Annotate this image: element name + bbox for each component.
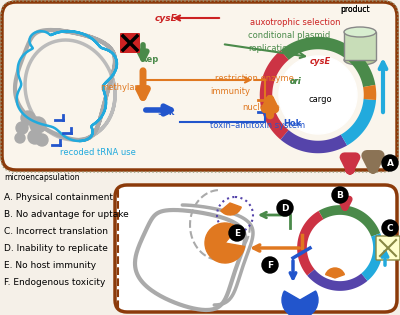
Circle shape (16, 122, 28, 134)
Text: ori: ori (290, 77, 302, 87)
Circle shape (30, 117, 46, 133)
Text: auxotrophic selection: auxotrophic selection (250, 18, 340, 27)
Text: product: product (340, 5, 370, 14)
Circle shape (15, 133, 25, 143)
Circle shape (36, 134, 48, 146)
Circle shape (262, 257, 278, 273)
Text: cysE: cysE (155, 14, 178, 23)
Circle shape (313, 221, 367, 275)
Text: ori: ori (290, 77, 302, 87)
Text: D. Inability to replicate: D. Inability to replicate (4, 244, 108, 253)
Circle shape (382, 155, 398, 171)
Circle shape (21, 111, 35, 125)
Wedge shape (205, 223, 245, 263)
Circle shape (332, 187, 348, 203)
Text: methylase: methylase (100, 83, 144, 92)
Text: recoded tRNA use: recoded tRNA use (60, 148, 136, 157)
Text: Hok: Hok (283, 119, 301, 128)
Text: Rep: Rep (140, 55, 158, 64)
Text: restriction enzyme: restriction enzyme (215, 74, 294, 83)
Text: cysE: cysE (310, 57, 331, 66)
Ellipse shape (344, 55, 376, 65)
Text: D: D (281, 204, 289, 213)
Text: cargo: cargo (308, 95, 332, 105)
Circle shape (382, 220, 398, 236)
Wedge shape (221, 203, 241, 215)
Text: B. No advantage for uptake: B. No advantage for uptake (4, 210, 129, 219)
Circle shape (279, 56, 357, 134)
FancyBboxPatch shape (376, 236, 400, 260)
Text: F: F (267, 261, 273, 270)
Text: product: product (340, 5, 370, 14)
Text: nuclease: nuclease (242, 103, 280, 112)
FancyBboxPatch shape (120, 33, 140, 53)
Wedge shape (282, 291, 318, 315)
FancyBboxPatch shape (2, 2, 397, 170)
Text: toxin–antitoxin system: toxin–antitoxin system (210, 121, 305, 130)
Bar (344, 32, 376, 60)
Text: C: C (387, 224, 393, 233)
Text: E. No host immunity: E. No host immunity (4, 261, 96, 270)
Text: A. Physical containment: A. Physical containment (4, 193, 113, 202)
Text: microencapsulation: microencapsulation (4, 173, 80, 182)
Circle shape (229, 225, 245, 241)
Text: B: B (336, 191, 344, 200)
Circle shape (277, 200, 293, 216)
Circle shape (28, 130, 42, 144)
Text: A: A (386, 159, 394, 168)
FancyBboxPatch shape (115, 185, 397, 312)
Text: Sok: Sok (157, 108, 174, 117)
Text: C. Incorrect translation: C. Incorrect translation (4, 227, 108, 236)
Text: E: E (234, 229, 240, 238)
Text: immunity: immunity (210, 87, 250, 96)
Text: F. Endogenous toxicity: F. Endogenous toxicity (4, 278, 105, 287)
Wedge shape (326, 268, 344, 278)
Ellipse shape (344, 27, 376, 37)
Text: replication: replication (248, 44, 293, 53)
Text: conditional plasmid: conditional plasmid (248, 31, 330, 40)
